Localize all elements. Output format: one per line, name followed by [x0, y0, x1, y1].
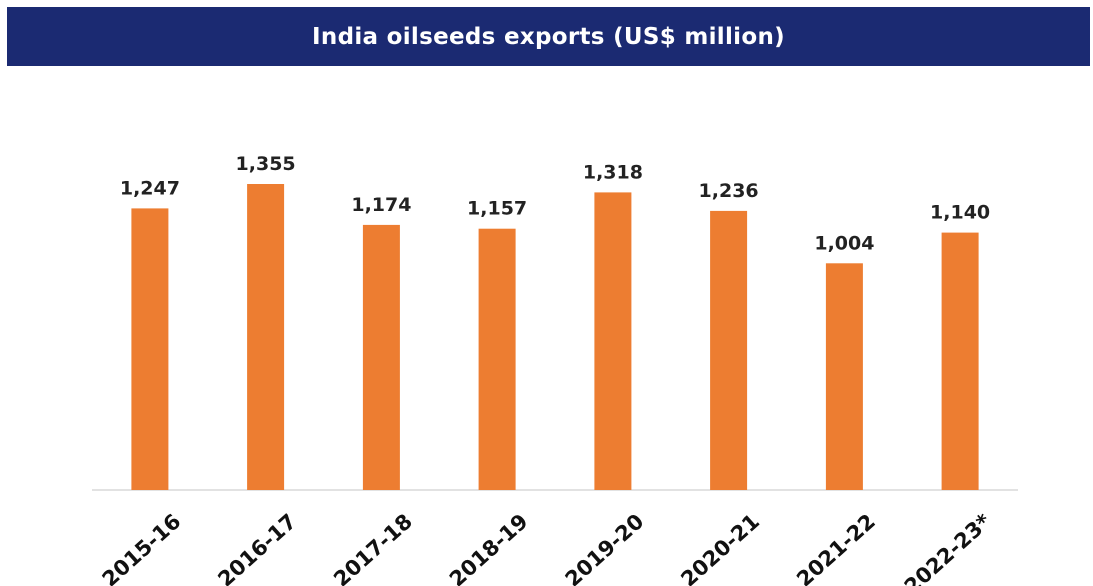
- x-tick-label-2015-16: 2015-16: [98, 509, 186, 586]
- data-label-2021-22: 1,004: [814, 232, 874, 254]
- bar-2021-22: [826, 263, 863, 490]
- x-tick-label-2016-17: 2016-17: [213, 509, 301, 586]
- x-tick-label-2022-23*: 2022-23*: [900, 509, 996, 586]
- data-label-2022-23*: 1,140: [930, 202, 990, 224]
- data-label-2016-17: 1,355: [236, 153, 296, 175]
- data-label-2019-20: 1,318: [583, 161, 643, 183]
- bar-2020-21: [710, 211, 747, 490]
- x-tick-label-2017-18: 2017-18: [329, 509, 417, 586]
- data-label-2020-21: 1,236: [699, 180, 759, 202]
- bar-2022-23*: [942, 233, 979, 490]
- x-tick-label-2020-21: 2020-21: [676, 509, 764, 586]
- x-tick-label-2021-22: 2021-22: [792, 509, 880, 586]
- x-tick-label-2018-19: 2018-19: [445, 509, 533, 586]
- x-tick-label-2019-20: 2019-20: [561, 509, 649, 586]
- data-label-2017-18: 1,174: [351, 194, 411, 216]
- data-label-2018-19: 1,157: [467, 198, 527, 220]
- bar-2019-20: [594, 192, 631, 490]
- bar-2015-16: [131, 208, 168, 490]
- x-tick-labels-group: 2015-16 2016-17 2017-18 2018-19 2019-20 2020-…: [98, 509, 996, 586]
- data-label-2015-16: 1,247: [120, 177, 180, 199]
- bar-2016-17: [247, 184, 284, 490]
- bars-group: [131, 184, 978, 490]
- bar-2017-18: [363, 225, 400, 490]
- bar-2018-19: [479, 229, 516, 490]
